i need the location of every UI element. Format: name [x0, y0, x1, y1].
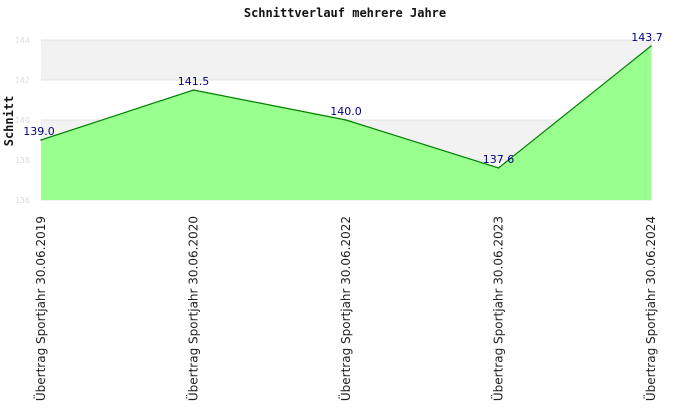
y-tick-label: 144	[15, 36, 30, 45]
area-fill	[41, 46, 651, 200]
y-tick-label: 140	[15, 116, 30, 125]
data-point	[650, 45, 652, 47]
y-axis-label: Schnitt	[2, 96, 16, 147]
data-label: 140.0	[330, 105, 362, 118]
y-axis-ticks: 136 138 140 142 144	[15, 36, 30, 205]
y-tick-label: 138	[15, 156, 30, 165]
x-tick-label: Übertrag Sportjahr 30.06.2023	[490, 216, 506, 401]
data-label: 143.7	[631, 31, 663, 44]
chart-title: Schnittverlauf mehrere Jahre	[244, 6, 446, 20]
data-label: 141.5	[178, 75, 210, 88]
data-labels: 139.0 141.5 140.0 137.6 143.7	[23, 31, 663, 166]
data-label: 139.0	[23, 125, 55, 138]
x-tick-label: Übertrag Sportjahr 30.06.2020	[185, 216, 201, 401]
y-tick-label: 142	[15, 76, 30, 85]
y-tick-label: 136	[15, 196, 30, 205]
data-point	[497, 167, 500, 169]
data-point	[345, 119, 347, 121]
data-point	[40, 139, 42, 141]
area-layer	[40, 45, 652, 200]
x-axis-ticks: Übertrag Sportjahr 30.06.2019 Übertrag Sp…	[32, 216, 658, 401]
x-tick-label: Übertrag Sportjahr 30.06.2024	[642, 216, 658, 401]
x-tick-label: Übertrag Sportjahr 30.06.2019	[32, 216, 48, 401]
data-label: 137.6	[483, 153, 515, 166]
x-tick-label: Übertrag Sportjahr 30.06.2022	[337, 216, 353, 401]
data-point	[192, 89, 195, 91]
plot-band	[41, 40, 651, 80]
